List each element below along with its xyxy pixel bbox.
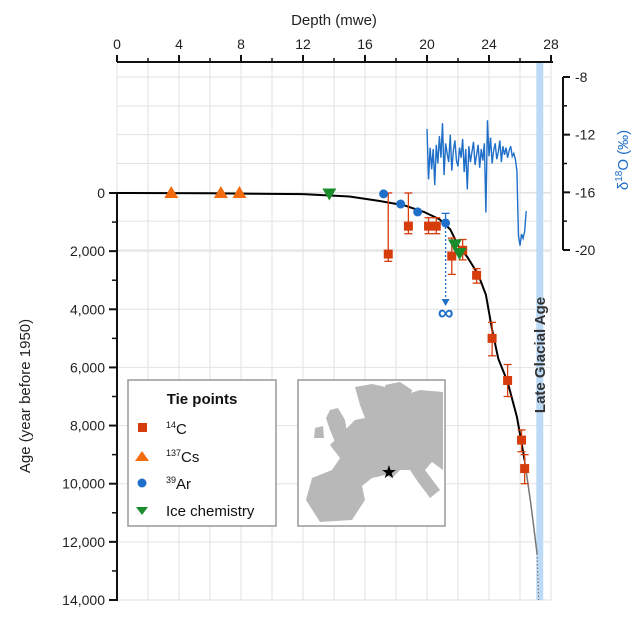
legend-marker-39ar xyxy=(137,478,147,488)
x-tick-label: 12 xyxy=(295,36,311,52)
legend-marker-137cs xyxy=(135,451,149,461)
x-tick-label: 24 xyxy=(481,36,497,52)
map-landmass xyxy=(306,384,443,522)
d18o-series-line xyxy=(426,120,527,246)
x-axis-title: Depth (mwe) xyxy=(291,12,377,29)
data-point-14c xyxy=(431,221,441,231)
x-tick-label: 4 xyxy=(175,36,183,52)
europe-map-inset: ★ xyxy=(297,379,446,527)
data-point-ice-chemistry xyxy=(322,188,337,201)
axes: 0 4 8 12 16 20 24 28 0 2,000 4,000 6,000 8,000 10,000… xyxy=(62,36,595,608)
data-point-14c xyxy=(472,270,482,280)
infinity-label: ∞ xyxy=(438,300,454,325)
x-tick-label: 28 xyxy=(543,36,559,52)
y-axis-title: Age (year before 1950) xyxy=(17,319,34,473)
data-point-14c xyxy=(520,464,530,474)
plot-area xyxy=(116,120,540,601)
age-model-extrapolated-line xyxy=(523,460,538,554)
data-point-137cs xyxy=(164,186,179,198)
y-tick-label: 12,000 xyxy=(62,534,105,550)
legend-title: Tie points xyxy=(167,391,238,408)
map-britain xyxy=(314,408,348,442)
data-point-14c xyxy=(503,376,513,386)
data-point-14c xyxy=(517,435,527,445)
data-point-39ar xyxy=(379,189,389,199)
data-point-14c xyxy=(424,221,434,231)
data-point-14c xyxy=(487,333,497,343)
y-tick-label: 10,000 xyxy=(62,476,105,492)
x-tick-label: 0 xyxy=(113,36,121,52)
x-tick-label: 8 xyxy=(237,36,245,52)
data-point-14c xyxy=(383,249,393,259)
y2-axis-title: δ18O (‰) xyxy=(614,130,632,190)
legend-label-39ar: 39Ar xyxy=(166,475,191,493)
late-glacial-band xyxy=(536,62,544,600)
x-tick-label: 20 xyxy=(419,36,435,52)
legend: Tie points 14C 137Cs 39Ar Ice chemistry xyxy=(127,379,277,527)
y2-tick-label: -8 xyxy=(575,69,588,85)
y-tick-label: 6,000 xyxy=(70,359,105,375)
late-glacial-label: Late Glacial Age xyxy=(532,297,549,413)
age-model-line xyxy=(116,192,526,461)
data-point-137cs xyxy=(232,186,247,198)
data-point-39ar xyxy=(396,199,406,209)
y-tick-label: 2,000 xyxy=(70,243,105,259)
data-point-ice-chemistry xyxy=(447,239,462,252)
y2-tick-label: -16 xyxy=(575,184,595,200)
legend-marker-14c xyxy=(138,423,147,432)
y-tick-label: 8,000 xyxy=(70,418,105,434)
data-point-14c xyxy=(447,251,457,261)
data-point-39ar xyxy=(441,218,451,228)
y-tick-label: 4,000 xyxy=(70,301,105,317)
x-tick-label: 16 xyxy=(357,36,373,52)
data-point-39ar xyxy=(413,207,423,217)
legend-label-14c: 14C xyxy=(166,420,187,438)
legend-marker-ice-chemistry xyxy=(136,507,148,515)
data-point-137cs xyxy=(213,186,228,198)
y-tick-label: 0 xyxy=(97,185,105,201)
grid xyxy=(116,62,552,601)
legend-label-ice-chemistry: Ice chemistry xyxy=(166,503,255,520)
y-tick-label: 14,000 xyxy=(62,592,105,608)
map-scandinavia xyxy=(385,382,412,418)
y2-tick-label: -20 xyxy=(575,242,595,258)
data-point-14c xyxy=(403,221,413,231)
arrow-head-icon xyxy=(441,298,450,306)
y2-tick-label: -12 xyxy=(575,127,595,143)
age-model-dotted-line xyxy=(536,553,540,601)
location-star-icon: ★ xyxy=(381,462,397,482)
data-point-ice-chemistry xyxy=(452,248,467,261)
legend-label-137cs: 137Cs xyxy=(166,448,199,466)
